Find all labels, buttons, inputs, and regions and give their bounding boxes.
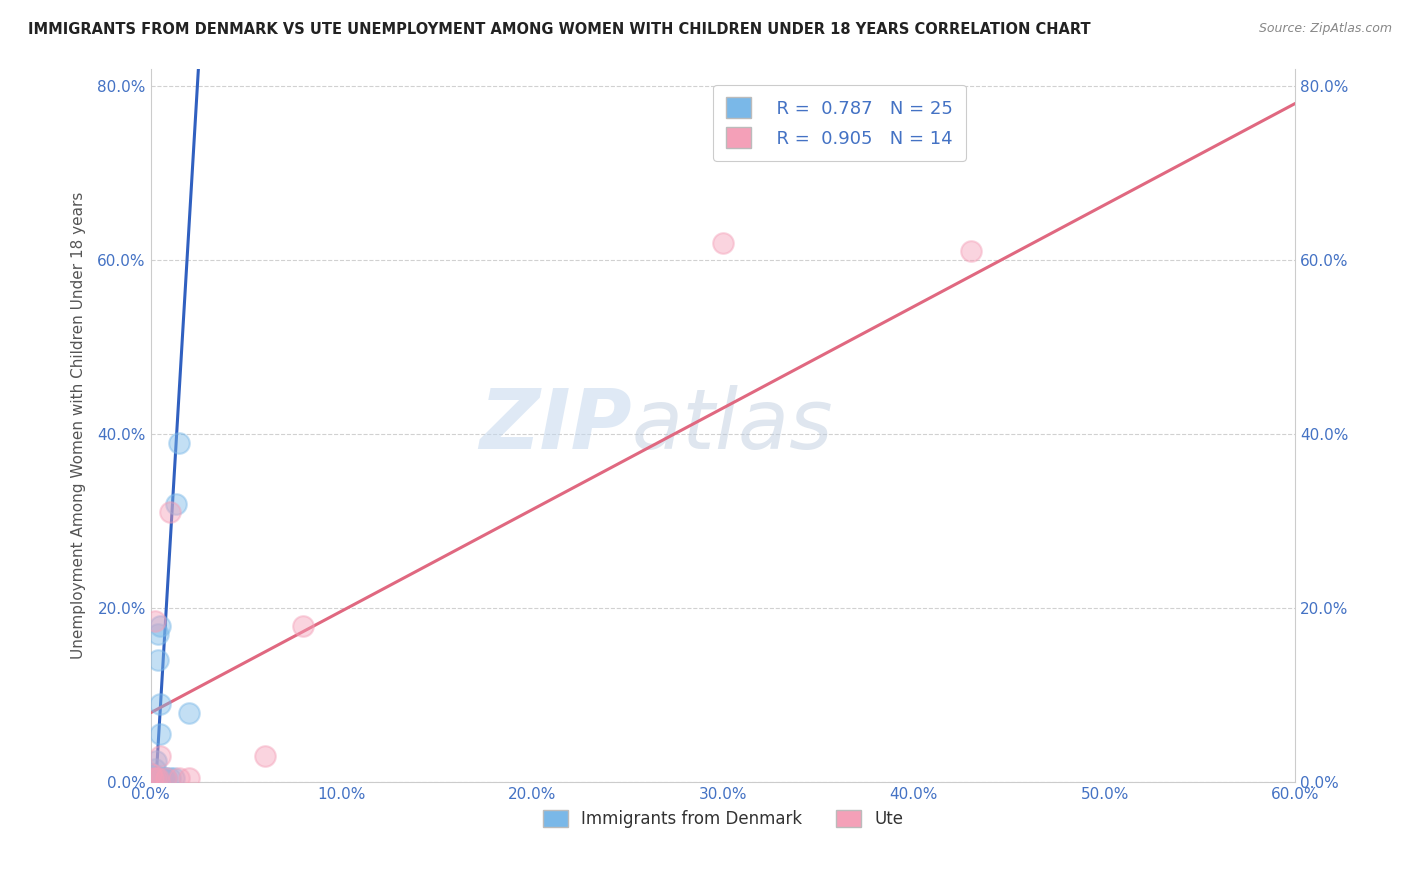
Point [711, 235, 734, 250]
Point [142, 771, 165, 785]
Point [145, 771, 167, 785]
Point [960, 244, 983, 259]
Y-axis label: Unemployment Among Women with Children Under 18 years: Unemployment Among Women with Children U… [72, 192, 86, 659]
Point [143, 771, 166, 785]
Point [169, 771, 191, 785]
Legend: Immigrants from Denmark, Ute: Immigrants from Denmark, Ute [536, 803, 910, 835]
Point [139, 771, 162, 785]
Point [149, 697, 172, 711]
Point [162, 771, 184, 785]
Point [177, 706, 200, 720]
Point [292, 618, 315, 632]
Point [148, 627, 170, 641]
Text: ZIP: ZIP [479, 385, 631, 466]
Point [254, 749, 277, 764]
Point [142, 771, 165, 785]
Point [148, 653, 170, 667]
Point [139, 766, 162, 780]
Text: Source: ZipAtlas.com: Source: ZipAtlas.com [1258, 22, 1392, 36]
Point [148, 771, 170, 785]
Point [169, 435, 191, 450]
Point [149, 618, 172, 632]
Point [159, 771, 181, 785]
Point [142, 771, 165, 785]
Point [143, 615, 166, 629]
Point [149, 727, 172, 741]
Point [143, 771, 166, 785]
Point [150, 771, 173, 785]
Point [142, 771, 165, 785]
Point [155, 771, 177, 785]
Point [139, 766, 162, 780]
Point [145, 754, 167, 768]
Point [142, 766, 165, 780]
Text: IMMIGRANTS FROM DENMARK VS UTE UNEMPLOYMENT AMONG WOMEN WITH CHILDREN UNDER 18 Y: IMMIGRANTS FROM DENMARK VS UTE UNEMPLOYM… [28, 22, 1091, 37]
Point [177, 771, 200, 785]
Point [145, 771, 167, 785]
Point [159, 506, 181, 520]
Text: atlas: atlas [631, 385, 834, 466]
Point [155, 771, 177, 785]
Point [153, 771, 176, 785]
Point [165, 497, 187, 511]
Point [143, 762, 166, 776]
Point [149, 749, 172, 764]
